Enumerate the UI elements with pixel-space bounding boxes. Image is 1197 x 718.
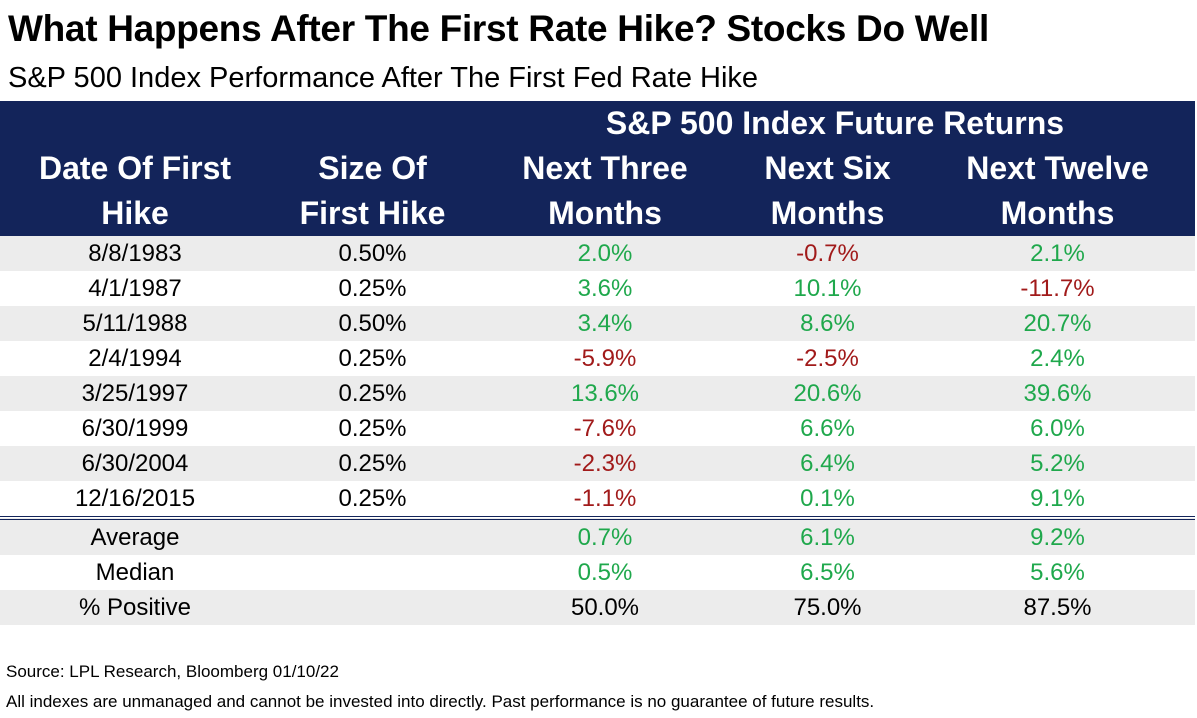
cell: 5.6% (1030, 559, 1085, 586)
cell: 50.0% (475, 590, 735, 625)
column-header-line: Hike (101, 195, 169, 231)
table-header: S&P 500 Index Future Returns Date Of Fir… (0, 101, 1195, 236)
cell: 3.6% (577, 275, 633, 302)
cell: 0.25% (338, 345, 407, 372)
data-row: 5/11/1988 0.50% 3.4% 8.6% 20.7% (0, 306, 1195, 341)
cell: 0.50% (270, 306, 475, 341)
column-header-line: Next Twelve (966, 150, 1149, 186)
cell: 0.25% (338, 415, 407, 442)
cell: % Positive (0, 590, 270, 625)
cell: 6.0% (1030, 415, 1085, 442)
cell: 3/25/1997 (0, 376, 270, 411)
cell (270, 590, 475, 625)
cell: 0.25% (338, 275, 407, 302)
cell (270, 555, 475, 590)
cell: Average (0, 516, 270, 555)
column-header-line: Months (548, 195, 662, 231)
column-header-line: Next Six (764, 150, 891, 186)
cell: 2.4% (1030, 345, 1085, 372)
summary-row: Median 0.5% 6.5% 5.6% (0, 555, 1195, 590)
cell: -7.6% (573, 415, 637, 442)
cell: 6.6% (800, 415, 855, 442)
cell: 2.0% (475, 236, 735, 271)
column-header: Date Of First Hike (0, 146, 270, 236)
cell: -5.9% (573, 345, 637, 372)
cell: 3.4% (475, 306, 735, 341)
cell: 0.1% (800, 485, 855, 512)
cell: 20.7% (920, 306, 1195, 341)
title: What Happens After The First Rate Hike? … (8, 8, 989, 49)
cell: 0.7% (475, 516, 735, 555)
cell: 8/8/1983 (0, 236, 270, 271)
data-row: 12/16/2015 0.25% -1.1% 0.1% 9.1% (0, 481, 1195, 518)
cell: 9.1% (1030, 485, 1085, 512)
data-row: 6/30/2004 0.25% -2.3% 6.4% 5.2% (0, 446, 1195, 481)
data-row: 8/8/1983 0.50% 2.0% -0.7% 2.1% (0, 236, 1195, 271)
cell: 0.5% (577, 559, 633, 586)
cell: 2.1% (920, 236, 1195, 271)
column-header-row: Date Of First Hike Size Of First Hike Next T… (0, 146, 1195, 236)
cell: 5/11/1988 (0, 306, 270, 341)
cell: 87.5% (920, 590, 1195, 625)
cell: Median (95, 559, 175, 586)
summary-row: % Positive 50.0% 75.0% 87.5% (0, 590, 1195, 625)
disclaimer: All indexes are unmanaged and cannot be … (6, 692, 875, 711)
cell: 5.2% (920, 446, 1195, 481)
table-body: 8/8/1983 0.50% 2.0% -0.7% 2.1% 4/1/1987 0.25% 3… (0, 236, 1195, 625)
cell: 20.6% (735, 376, 920, 411)
cell: -2.3% (475, 446, 735, 481)
cell: 0.50% (270, 236, 475, 271)
cell: 6.5% (800, 559, 855, 586)
column-header: Next Six Months (735, 146, 920, 236)
column-header-line: Months (770, 195, 885, 231)
column-header-line: First Hike (299, 195, 446, 231)
group-header: S&P 500 Index Future Returns (475, 101, 1195, 146)
column-header-line: Months (1000, 195, 1115, 231)
column-header: Next Twelve Months (920, 146, 1195, 236)
cell: 0.25% (270, 376, 475, 411)
data-row: 4/1/1987 0.25% 3.6% 10.1% -11.7% (0, 271, 1195, 306)
returns-table: S&P 500 Index Future Returns Date Of Fir… (0, 101, 1195, 625)
cell: 39.6% (920, 376, 1195, 411)
summary-row: Average 0.7% 6.1% 9.2% (0, 516, 1195, 555)
column-header-line: Next Three (522, 150, 688, 186)
cell: 10.1% (793, 275, 862, 302)
cell: -0.7% (735, 236, 920, 271)
cell: 6/30/2004 (0, 446, 270, 481)
cell: 8.6% (735, 306, 920, 341)
cell: -1.1% (573, 485, 637, 512)
cell: 6/30/1999 (81, 415, 189, 442)
cell: 12/16/2015 (74, 485, 196, 512)
column-header: Next Three Months (475, 146, 735, 236)
cell: 6.4% (735, 446, 920, 481)
cell: 0.25% (270, 446, 475, 481)
cell: 4/1/1987 (88, 275, 182, 302)
column-header-line: Date Of First (38, 150, 232, 186)
cell: 2/4/1994 (88, 345, 182, 372)
data-row: 2/4/1994 0.25% -5.9% -2.5% 2.4% (0, 341, 1195, 376)
cell: 75.0% (735, 590, 920, 625)
cell: 0.25% (338, 485, 407, 512)
column-header: Size Of First Hike (270, 146, 475, 236)
cell: 13.6% (475, 376, 735, 411)
cell: -11.7% (1020, 275, 1095, 302)
source: Source: LPL Research, Bloomberg 01/10/22 (6, 662, 339, 681)
cell: 9.2% (920, 516, 1195, 555)
cell: 6.1% (735, 516, 920, 555)
data-row: 3/25/1997 0.25% 13.6% 20.6% 39.6% (0, 376, 1195, 411)
subtitle: S&P 500 Index Performance After The Firs… (8, 62, 759, 94)
column-header-line: Size Of (318, 150, 427, 186)
cell (270, 516, 475, 555)
cell: -2.5% (796, 345, 859, 372)
data-row: 6/30/1999 0.25% -7.6% 6.6% 6.0% (0, 411, 1195, 446)
